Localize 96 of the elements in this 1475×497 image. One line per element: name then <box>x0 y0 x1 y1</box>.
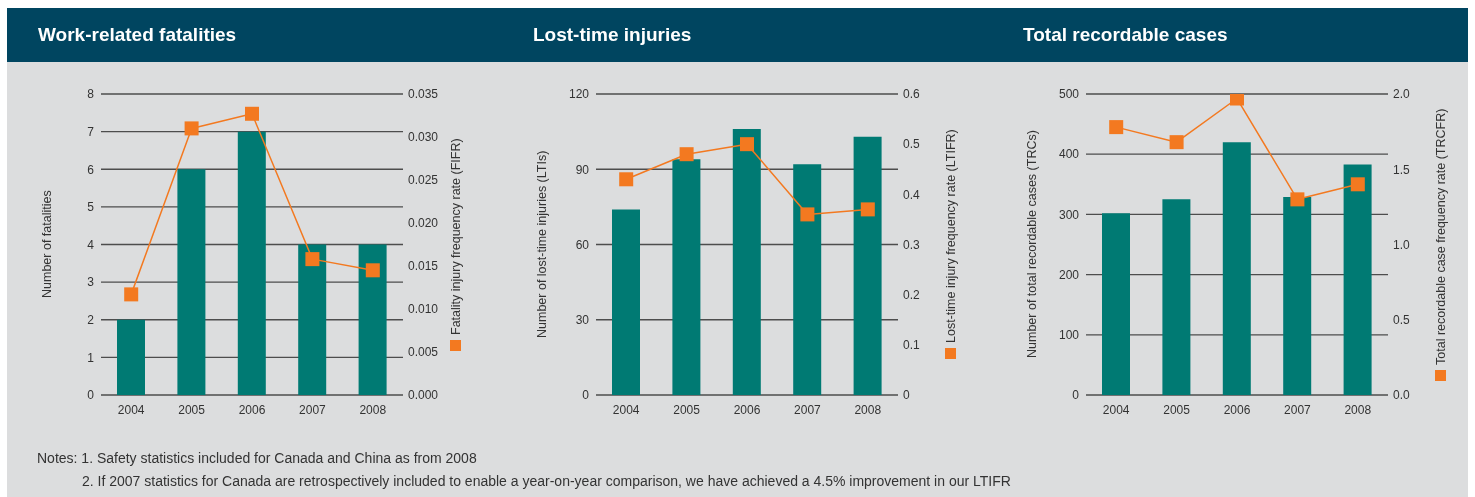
y-tick-label: 5 <box>87 200 95 215</box>
x-tick-label: 2008 <box>1344 402 1372 417</box>
y-tick-label: 400 <box>1058 147 1080 162</box>
bar <box>1343 164 1372 395</box>
y2-tick-label: 0.010 <box>408 302 439 317</box>
point <box>305 252 320 267</box>
y-tick-label: 60 <box>575 237 590 252</box>
y2-tick-label: 0 <box>903 388 910 403</box>
y-tick-label: 500 <box>1058 87 1080 102</box>
y-tick-label: 120 <box>568 87 590 102</box>
point <box>245 106 259 121</box>
point <box>679 147 694 162</box>
y2-axis-title: Lost-time injury frequency rate (LTIFR) <box>944 129 958 344</box>
chart-title: Total recordable cases <box>1023 24 1228 46</box>
x-tick-label: 2005 <box>673 402 701 417</box>
y-tick-label: 0 <box>87 388 95 403</box>
bar <box>358 244 387 395</box>
x-tick-label: 2004 <box>1102 402 1130 417</box>
x-tick-label: 2008 <box>359 402 387 417</box>
y2-tick-label: 0.3 <box>903 237 921 252</box>
y2-tick-label: 0.020 <box>408 216 439 231</box>
y2-tick-label: 0.015 <box>408 259 439 274</box>
y-tick-label: 30 <box>575 313 590 328</box>
bar <box>612 209 640 395</box>
x-tick-label: 2006 <box>1223 402 1251 417</box>
point <box>1169 135 1184 150</box>
x-tick-label: 2007 <box>794 402 822 417</box>
x-tick-label: 2007 <box>1284 402 1312 417</box>
point <box>860 202 875 217</box>
point <box>1230 94 1244 106</box>
y2-tick-label: 0.4 <box>903 187 921 202</box>
x-tick-label: 2008 <box>854 402 882 417</box>
text: Notes: 1. Safety statistics included for Canada and China as from 2008 <box>37 450 477 466</box>
x-tick-label: 2006 <box>238 402 266 417</box>
y2-tick-label: 0.6 <box>903 87 921 102</box>
y-tick-label: 90 <box>575 162 590 177</box>
y-tick-label: 7 <box>87 124 95 139</box>
bar <box>1283 196 1312 395</box>
y-tick-label: 6 <box>87 162 95 177</box>
point <box>740 137 754 152</box>
bar <box>793 164 822 395</box>
bar <box>672 159 701 395</box>
point <box>1350 177 1365 192</box>
point <box>1109 120 1124 135</box>
y2-tick-label: 0.5 <box>903 137 921 152</box>
bar <box>853 136 882 395</box>
y-tick-label: 8 <box>87 87 95 102</box>
point <box>1290 192 1305 207</box>
bar <box>1222 142 1251 395</box>
y2-tick-label: 1.5 <box>1393 162 1411 177</box>
bar <box>237 131 266 395</box>
y-tick-label: 0 <box>582 388 590 403</box>
y-tick-label: 300 <box>1058 207 1080 222</box>
y-tick-label: 1 <box>87 350 95 365</box>
y2-tick-label: 0.005 <box>408 345 439 360</box>
y2-tick-label: 0.030 <box>408 130 439 145</box>
y-tick-label: 0 <box>1072 388 1080 403</box>
point <box>800 207 815 222</box>
y-axis-title: Number of lost-time injuries (LTIs) <box>535 150 549 339</box>
y2-tick-label: 0.1 <box>903 338 921 353</box>
y2-tick-label: 0.000 <box>408 388 439 403</box>
point <box>184 121 199 136</box>
bar <box>732 129 761 395</box>
bar <box>1102 213 1130 395</box>
y2-tick-label: 0.025 <box>408 173 439 188</box>
y2-axis-title: Total recordable case frequency rate (TRCFR) <box>1434 108 1448 365</box>
y-tick-label: 100 <box>1058 328 1080 343</box>
chart-title: Work-related fatalities <box>38 24 237 46</box>
y2-tick-label: 2.0 <box>1393 87 1411 102</box>
y2-tick-label: 0.5 <box>1393 313 1411 328</box>
y-tick-label: 200 <box>1058 267 1080 282</box>
y-tick-label: 3 <box>87 275 95 290</box>
x-tick-label: 2005 <box>1163 402 1191 417</box>
point <box>365 263 380 278</box>
y-axis-title: Number of total recordable cases (TRCs) <box>1025 130 1039 359</box>
y-tick-label: 2 <box>87 313 95 328</box>
y2-tick-label: 0.2 <box>903 287 921 302</box>
y-axis-title: Number of fatalities <box>40 190 54 299</box>
bar <box>177 169 206 395</box>
y2-tick-label: 0.035 <box>408 87 439 102</box>
point <box>619 172 634 187</box>
bar <box>298 244 327 395</box>
x-tick-label: 2007 <box>299 402 327 417</box>
bar <box>1162 199 1191 395</box>
y2-tick-label: 0.0 <box>1393 388 1411 403</box>
chart-title: Lost-time injuries <box>533 24 692 46</box>
point <box>124 287 139 302</box>
x-tick-label: 2004 <box>117 402 145 417</box>
y2-tick-label: 1.0 <box>1393 237 1411 252</box>
x-tick-label: 2005 <box>178 402 206 417</box>
text: 2. If 2007 statistics for Canada are retrospectively included to enable a year-on-year comparison, we have achieved a 4.5% improvement in our LTIFR <box>82 473 1011 489</box>
x-tick-label: 2004 <box>612 402 640 417</box>
x-tick-label: 2006 <box>733 402 761 417</box>
y-tick-label: 4 <box>87 237 95 252</box>
bar <box>117 319 145 395</box>
y2-axis-title: Fatality injury frequency rate (FIFR) <box>449 138 463 335</box>
